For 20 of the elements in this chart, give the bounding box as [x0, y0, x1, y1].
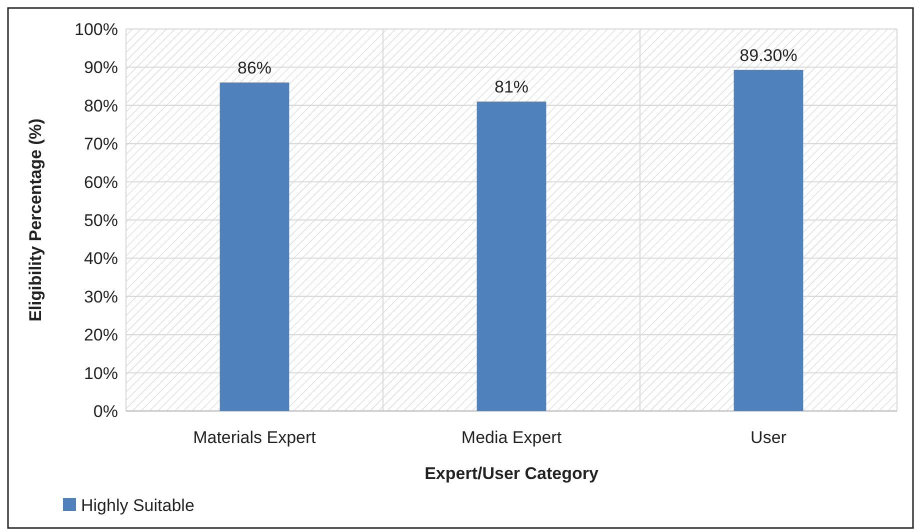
y-tick-label: 10%	[84, 364, 118, 383]
y-tick-label: 80%	[84, 96, 118, 116]
y-tick-label: 30%	[84, 287, 118, 306]
y-tick-label: 90%	[84, 58, 118, 78]
data-label: 86%	[237, 58, 272, 78]
data-label: 81%	[494, 78, 529, 97]
y-tick-label: 50%	[84, 210, 118, 230]
y-tick-label: 100%	[74, 20, 118, 39]
data-label: 89.30%	[740, 46, 798, 65]
legend-label: Highly Suitable	[81, 496, 194, 515]
x-tick-label: Materials Expert	[193, 428, 316, 447]
x-tick-label: User	[750, 428, 787, 447]
x-tick-label: Media Expert	[461, 428, 562, 447]
y-tick-label: 40%	[84, 249, 118, 268]
x-axis-title: Expert/User Category	[424, 464, 599, 483]
y-axis-title: Eligibility Percentage (%)	[26, 118, 45, 322]
y-tick-label: 70%	[84, 134, 118, 154]
y-tick-label: 20%	[84, 326, 118, 345]
y-tick-label: 60%	[84, 172, 118, 192]
y-tick-label: 0%	[93, 402, 118, 421]
